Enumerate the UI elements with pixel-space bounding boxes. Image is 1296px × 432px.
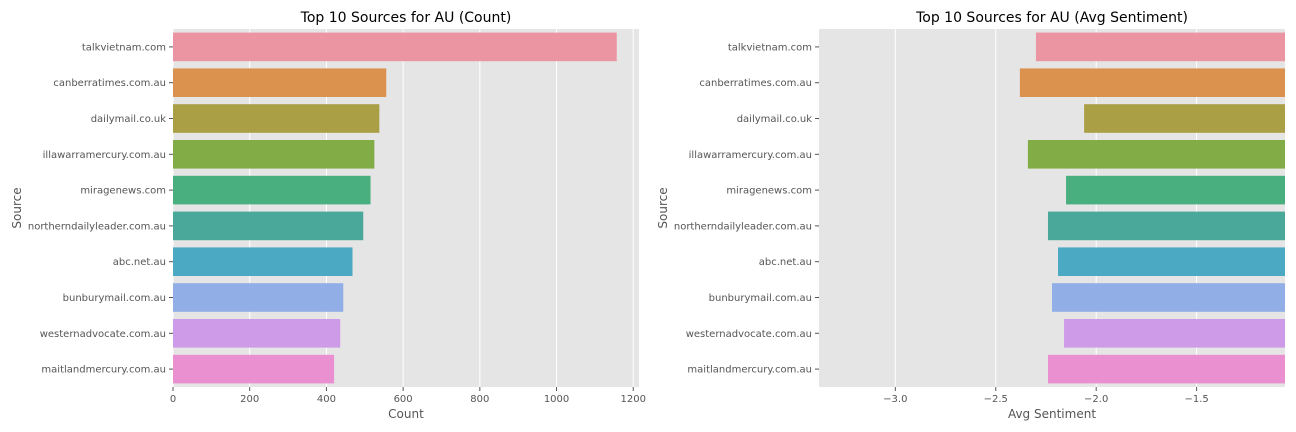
sentiment-y-tick-label: dailymail.co.uk: [737, 114, 813, 125]
sentiment-x-tick-label: −3.0: [883, 394, 907, 405]
count-bar: [173, 68, 387, 97]
sentiment-bar: [1047, 211, 1285, 241]
count-chart: talkvietnam.com canberratimes.com.au daily…: [10, 10, 646, 421]
count-y-tick-label: maitlandmercury.com.au: [41, 365, 166, 376]
sentiment-bar: [1035, 32, 1285, 62]
count-y-axis-label: Source: [10, 187, 24, 228]
sentiment-x-tick-label: −2.5: [984, 394, 1008, 405]
sentiment-bars: [1019, 32, 1285, 384]
sentiment-y-tick-label: talkvietnam.com: [728, 42, 812, 53]
count-chart-title: Top 10 Sources for AU (Count): [300, 10, 512, 26]
count-x-tick-label: 200: [240, 394, 259, 405]
sentiment-bar: [1066, 175, 1285, 205]
sentiment-x-tick-label: −2.0: [1084, 394, 1108, 405]
count-y-tick-label: illawarramercury.com.au: [43, 150, 166, 161]
count-y-tick-label: northerndailyleader.com.au: [28, 221, 166, 232]
sentiment-y-tick-labels: talkvietnam.com canberratimes.com.au daily…: [674, 42, 819, 376]
count-x-tick-label: 800: [470, 394, 489, 405]
sentiment-bar: [1058, 247, 1285, 276]
sentiment-y-tick-label: illawarramercury.com.au: [689, 150, 812, 161]
count-y-tick-label: westernadvocate.com.au: [40, 329, 166, 340]
count-x-axis-label: Count: [388, 407, 424, 421]
count-bar: [173, 211, 364, 241]
sentiment-bar: [1019, 68, 1285, 97]
sentiment-chart-title: Top 10 Sources for AU (Avg Sentiment): [915, 10, 1188, 26]
sentiment-x-tick-labels: −3.0 −2.5 −2.0 −1.5: [883, 387, 1209, 405]
count-y-tick-label: talkvietnam.com: [82, 42, 166, 53]
count-y-tick-label: dailymail.co.uk: [91, 114, 167, 125]
count-bar: [173, 140, 375, 169]
count-bar: [173, 283, 344, 312]
sentiment-bar: [1052, 283, 1285, 312]
count-x-tick-label: 1000: [544, 394, 569, 405]
sentiment-y-tick-label: maitlandmercury.com.au: [687, 365, 812, 376]
sentiment-bar: [1027, 140, 1285, 169]
sentiment-y-tick-label: bunburymail.com.au: [709, 293, 812, 304]
sentiment-y-tick-label: northerndailyleader.com.au: [674, 221, 812, 232]
sentiment-chart: talkvietnam.com canberratimes.com.au daily…: [656, 10, 1285, 421]
count-y-tick-label: bunburymail.com.au: [63, 293, 166, 304]
sentiment-bar: [1084, 104, 1285, 133]
count-y-tick-label: abc.net.au: [113, 257, 166, 268]
sentiment-y-tick-label: westernadvocate.com.au: [686, 329, 812, 340]
sentiment-x-tick-label: −1.5: [1184, 394, 1208, 405]
count-bar: [173, 354, 335, 384]
count-y-tick-label: canberratimes.com.au: [53, 78, 166, 89]
count-y-tick-label: miragenews.com: [80, 186, 166, 197]
sentiment-x-axis-label: Avg Sentiment: [1008, 407, 1096, 421]
sentiment-y-tick-label: miragenews.com: [726, 186, 812, 197]
count-x-tick-label: 400: [317, 394, 336, 405]
count-x-tick-label: 1200: [621, 394, 646, 405]
count-y-tick-labels: talkvietnam.com canberratimes.com.au daily…: [28, 42, 173, 376]
count-bar: [173, 32, 617, 62]
count-x-tick-label: 600: [394, 394, 413, 405]
sentiment-y-axis-label: Source: [656, 187, 670, 228]
count-x-tick-labels: 0 200 400 600 800 1000 1200: [170, 387, 646, 405]
sentiment-bar: [1047, 354, 1285, 384]
sentiment-y-tick-label: abc.net.au: [759, 257, 812, 268]
count-bar: [173, 175, 371, 205]
count-bar: [173, 104, 380, 133]
sentiment-bar: [1064, 319, 1285, 348]
count-bar: [173, 319, 341, 348]
sentiment-y-tick-label: canberratimes.com.au: [699, 78, 812, 89]
count-bar: [173, 247, 353, 276]
count-bars: [173, 32, 617, 384]
count-x-tick-label: 0: [170, 394, 176, 405]
